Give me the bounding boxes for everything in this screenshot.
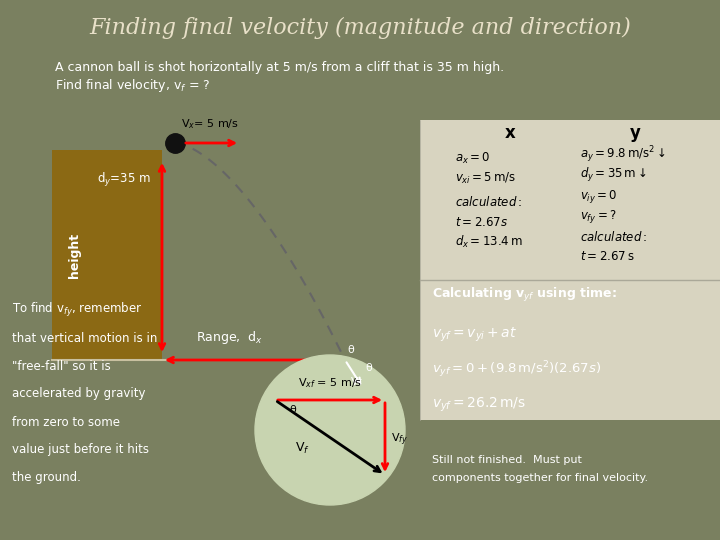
Text: $d_x = 13.4\,\mathrm{m}$: $d_x = 13.4\,\mathrm{m}$ [455, 234, 523, 250]
Text: θ: θ [347, 345, 354, 355]
Text: Finding final velocity (magnitude and direction): Finding final velocity (magnitude and di… [89, 17, 631, 39]
Text: from zero to some: from zero to some [12, 415, 120, 429]
Bar [52, 150, 162, 360]
Text: height: height [68, 232, 81, 278]
Text: V$_f$: V$_f$ [350, 375, 364, 389]
Text: θ: θ [365, 363, 372, 373]
Text: $v_{fy} = ?$: $v_{fy} = ?$ [580, 208, 617, 226]
Text: $v_{iy} = 0$: $v_{iy} = 0$ [580, 188, 618, 206]
Text: d$_y$=35 m: d$_y$=35 m [97, 171, 151, 189]
Text: x: x [505, 124, 516, 142]
Text: $calculated:$: $calculated:$ [455, 195, 523, 209]
Text: A cannon ball is shot horizontally at 5 m/s from a cliff that is 35 m high.: A cannon ball is shot horizontally at 5 … [55, 62, 504, 75]
Text: $t = 2.67\,\mathrm{s}$: $t = 2.67\,\mathrm{s}$ [580, 251, 634, 264]
Text: $calculated:$: $calculated:$ [580, 230, 647, 244]
Bar [420, 120, 720, 420]
Text: $v_{xi} = 5\,\mathrm{m/s}$: $v_{xi} = 5\,\mathrm{m/s}$ [455, 171, 516, 186]
Text: $v_{yf} = 0 + (9.8 \, \mathrm{m/s}^2)(2.67s)$: $v_{yf} = 0 + (9.8 \, \mathrm{m/s}^2)(2.… [432, 360, 601, 380]
Text: To find v$_{fy}$, remember: To find v$_{fy}$, remember [12, 301, 143, 319]
Text: $t = 2.67s$: $t = 2.67s$ [455, 215, 508, 228]
Text: the ground.: the ground. [12, 471, 81, 484]
Text: $v_{yf} = 26.2 \, \mathrm{m/s}$: $v_{yf} = 26.2 \, \mathrm{m/s}$ [432, 396, 526, 414]
Text: Range,  d$_x$: Range, d$_x$ [197, 329, 264, 346]
Text: Calculating v$_{yf}$ using time:: Calculating v$_{yf}$ using time: [432, 286, 617, 304]
Text: "free-fall" so it is: "free-fall" so it is [12, 360, 111, 373]
Text: V$_{fy}$: V$_{fy}$ [391, 432, 408, 448]
Text: $a_x = 0$: $a_x = 0$ [455, 151, 490, 166]
Text: $a_y = 9.8\,\mathrm{m/s}^2 \downarrow$: $a_y = 9.8\,\mathrm{m/s}^2 \downarrow$ [580, 145, 666, 165]
Text: V$_{xf}$ = 5 m/s: V$_{xf}$ = 5 m/s [298, 376, 362, 390]
Circle shape [255, 355, 405, 505]
Text: $v_{yf} = v_{yi} + at$: $v_{yf} = v_{yi} + at$ [432, 326, 517, 344]
Text: y: y [629, 124, 640, 142]
Text: V$_x$= 5 m/s: V$_x$= 5 m/s [181, 117, 239, 131]
Text: V$_f$: V$_f$ [294, 441, 310, 456]
Text: $d_y = 35\,\mathrm{m} \downarrow$: $d_y = 35\,\mathrm{m} \downarrow$ [580, 166, 647, 184]
Text: Find final velocity, v$_f$ = ?: Find final velocity, v$_f$ = ? [55, 78, 210, 94]
Text: that vertical motion is in: that vertical motion is in [12, 332, 158, 345]
Text: components together for final velocity.: components together for final velocity. [432, 473, 648, 483]
Text: value just before it hits: value just before it hits [12, 443, 149, 456]
Text: θ: θ [289, 405, 297, 415]
Text: Still not finished.  Must put: Still not finished. Must put [432, 455, 582, 465]
Text: accelerated by gravity: accelerated by gravity [12, 388, 145, 401]
